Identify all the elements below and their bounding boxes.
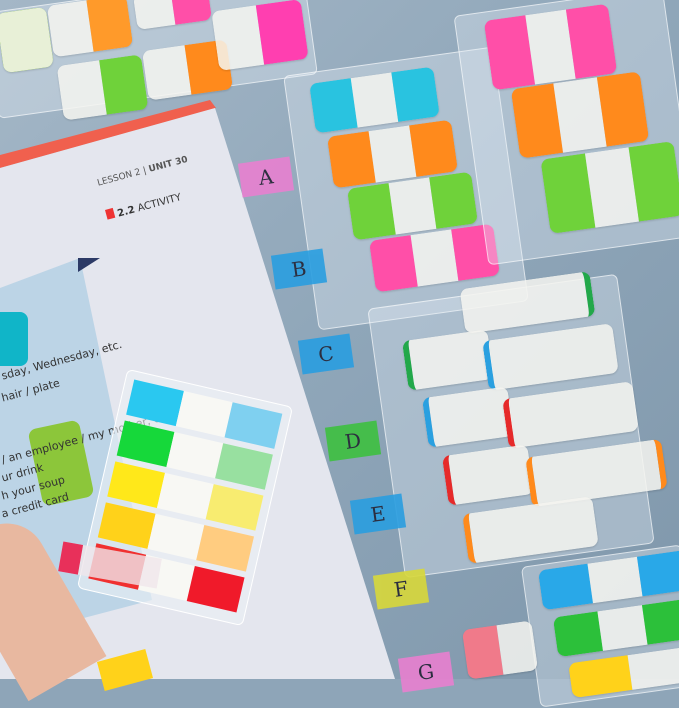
teal-label [0, 312, 28, 366]
book-icon [105, 207, 116, 220]
pink-tab[interactable] [461, 620, 539, 680]
pink-tab[interactable] [211, 0, 309, 71]
green-tab[interactable] [56, 54, 149, 121]
index-tab-e[interactable]: E [349, 493, 407, 535]
corner-triangle [78, 258, 100, 272]
index-tab-b[interactable]: B [270, 248, 328, 290]
index-tab-g[interactable]: G [397, 651, 455, 693]
index-tab-c[interactable]: C [297, 333, 355, 375]
index-tab-d[interactable]: D [324, 420, 382, 462]
index-tab-a[interactable]: A [237, 156, 295, 198]
index-tab-f[interactable]: F [372, 568, 430, 610]
green-tab[interactable] [0, 6, 54, 74]
